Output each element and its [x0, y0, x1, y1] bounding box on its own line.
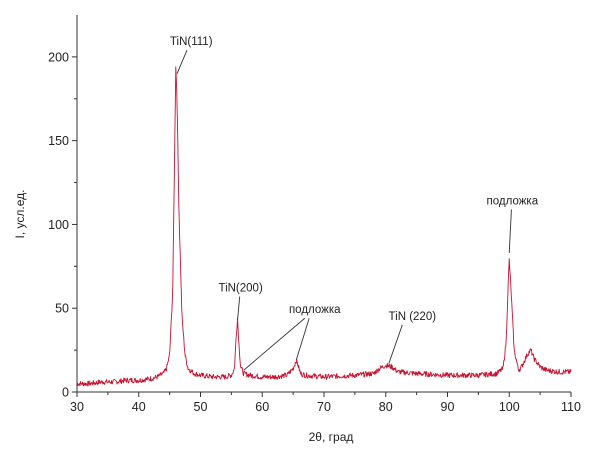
- annotation-leader: [243, 317, 306, 371]
- x-tick-label: 110: [561, 400, 581, 414]
- y-tick-label: 100: [48, 218, 69, 232]
- x-tick-label: 50: [194, 400, 208, 414]
- annotation-leader: [176, 49, 188, 74]
- x-tick-label: 70: [317, 400, 331, 414]
- annotations: TiN(111) TiN(200) подложка TiN (220) подложк…: [170, 36, 539, 371]
- y-tick-label: 150: [48, 134, 69, 148]
- x-tick-label: 80: [379, 400, 393, 414]
- ticks: 30 40 50 60 70 80 90 100 110 0 50 100 150 200: [48, 50, 581, 414]
- x-tick-label: 60: [255, 400, 269, 414]
- x-tick-label: 40: [132, 400, 146, 414]
- annotation-leader: [295, 318, 310, 361]
- x-tick-label: 30: [70, 400, 84, 414]
- x-tick-label: 90: [441, 400, 455, 414]
- annotation-leader: [508, 209, 512, 253]
- annotation-label: TiN(200): [218, 282, 262, 294]
- annotation-leader: [237, 296, 241, 320]
- annotation-label: подложка: [289, 304, 341, 316]
- series: [76, 66, 572, 387]
- x-tick-label: 100: [499, 400, 520, 414]
- y-tick-label: 50: [55, 302, 69, 316]
- annotation-leader: [388, 324, 403, 364]
- y-tick-label: 200: [48, 50, 69, 64]
- y-axis-title: I, усл.ед.: [13, 190, 27, 239]
- annotation-label: TiN (220): [389, 311, 437, 323]
- annotation-label: TiN(111): [170, 36, 213, 48]
- x-axis-title: 2θ, град: [309, 430, 354, 444]
- series-line: [76, 66, 572, 387]
- annotation-label: подложка: [487, 195, 539, 207]
- y-tick-label: 0: [62, 386, 69, 400]
